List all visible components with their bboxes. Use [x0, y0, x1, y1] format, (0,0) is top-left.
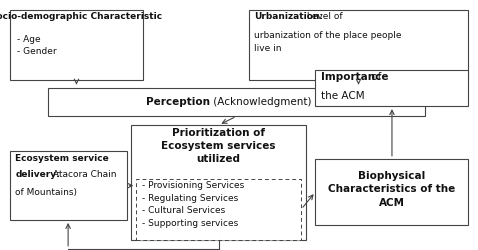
- Bar: [131, 125, 306, 240]
- Text: Atacora Chain: Atacora Chain: [50, 170, 116, 179]
- Bar: [249, 10, 468, 80]
- Text: - Age
- Gender: - Age - Gender: [17, 35, 56, 56]
- Bar: [10, 10, 143, 80]
- Text: Urbanization:: Urbanization:: [254, 12, 323, 22]
- Text: Perception: Perception: [146, 97, 210, 107]
- Bar: [315, 159, 468, 225]
- Text: the ACM: the ACM: [321, 91, 365, 101]
- Text: urbanization of the place people
live in: urbanization of the place people live in: [254, 31, 402, 53]
- Bar: [10, 151, 127, 220]
- Text: - Provisioning Services
- Regulating Services
- Cultural Services
- Supporting s: - Provisioning Services - Regulating Ser…: [142, 181, 244, 228]
- Bar: [48, 88, 425, 116]
- Text: of Mountains): of Mountains): [15, 188, 77, 196]
- Text: Ecosystem service: Ecosystem service: [15, 154, 109, 163]
- Bar: [136, 179, 301, 240]
- Text: Socio-demographic Characteristic: Socio-demographic Characteristic: [0, 12, 163, 22]
- Text: Biophysical
Characteristics of the
ACM: Biophysical Characteristics of the ACM: [328, 171, 456, 207]
- Text: delivery:: delivery:: [15, 170, 60, 179]
- Text: Prioritization of
Ecosystem services
utilized: Prioritization of Ecosystem services uti…: [162, 128, 276, 164]
- Text: (Acknowledgment): (Acknowledgment): [210, 97, 312, 107]
- Bar: [315, 70, 468, 106]
- Text: Importance: Importance: [321, 72, 389, 83]
- Text: Level of: Level of: [304, 12, 343, 22]
- Text: of: of: [368, 72, 381, 83]
